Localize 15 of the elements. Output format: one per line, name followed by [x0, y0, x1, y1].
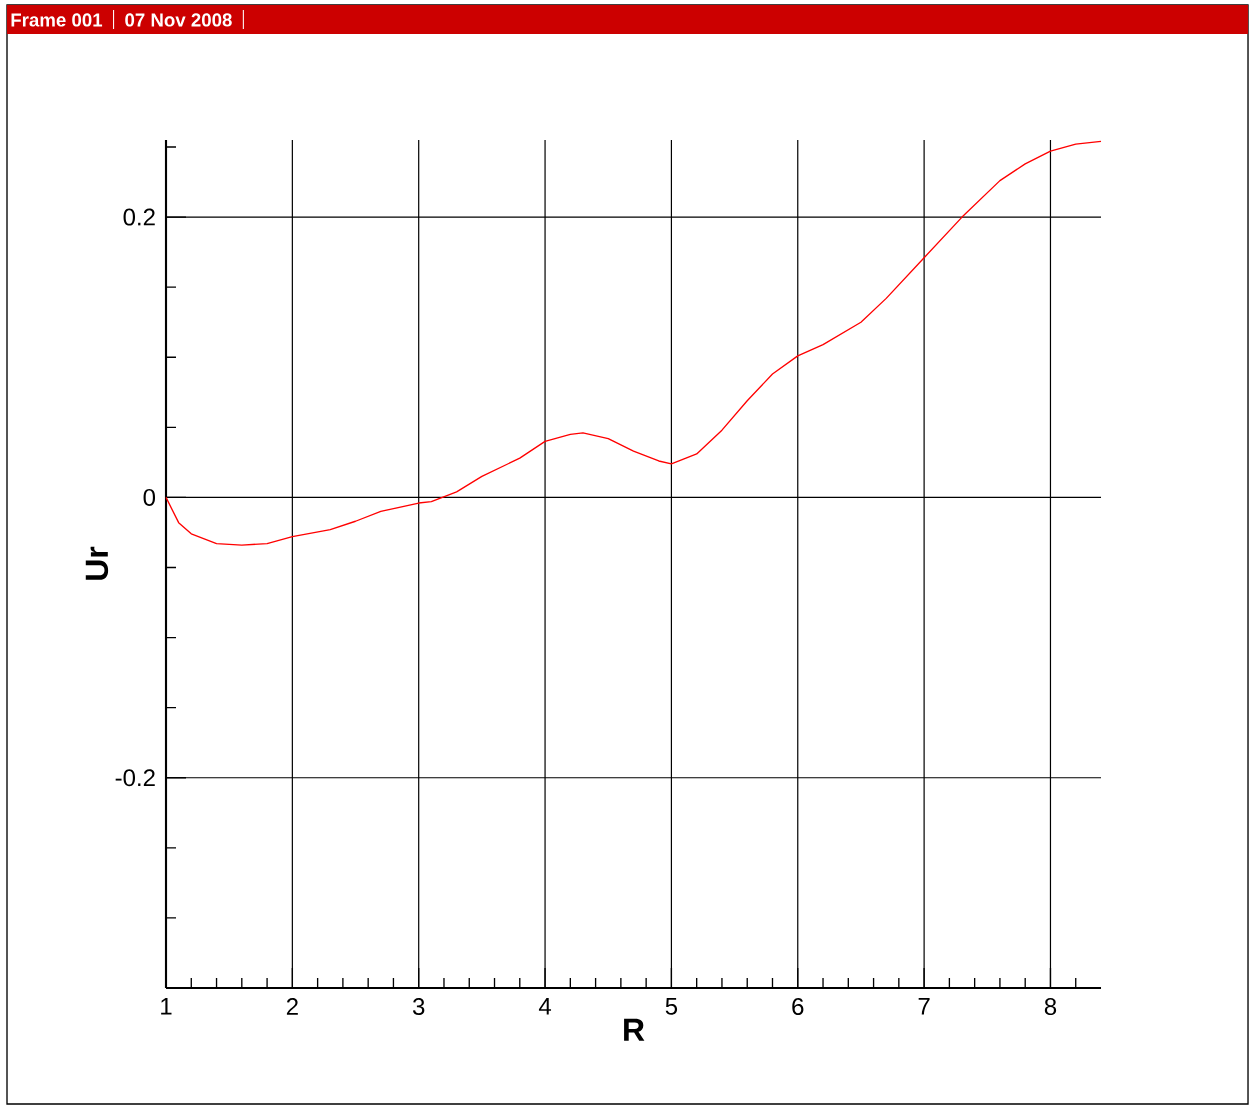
x-tick-label: 2 [286, 998, 298, 1015]
y-tick-label: -0.2 [115, 769, 155, 787]
y-tick-label: 0 [143, 488, 156, 506]
x-tick-label: 7 [918, 998, 930, 1015]
x-tick-label: 5 [665, 998, 678, 1015]
y-tick-label: 0.2 [123, 208, 155, 226]
x-tick-label: 1 [161, 998, 172, 1015]
x-axis-title: R [624, 1018, 645, 1041]
x-tick-label: 6 [792, 998, 804, 1016]
x-tick-label: 4 [538, 998, 552, 1015]
text: Frame 001 [11, 13, 103, 27]
x-tick-label: 3 [412, 998, 425, 1016]
y-axis-title: Ur [85, 546, 109, 580]
text: 07 Nov 2008 [125, 13, 232, 27]
x-tick-label: 8 [1044, 998, 1057, 1016]
